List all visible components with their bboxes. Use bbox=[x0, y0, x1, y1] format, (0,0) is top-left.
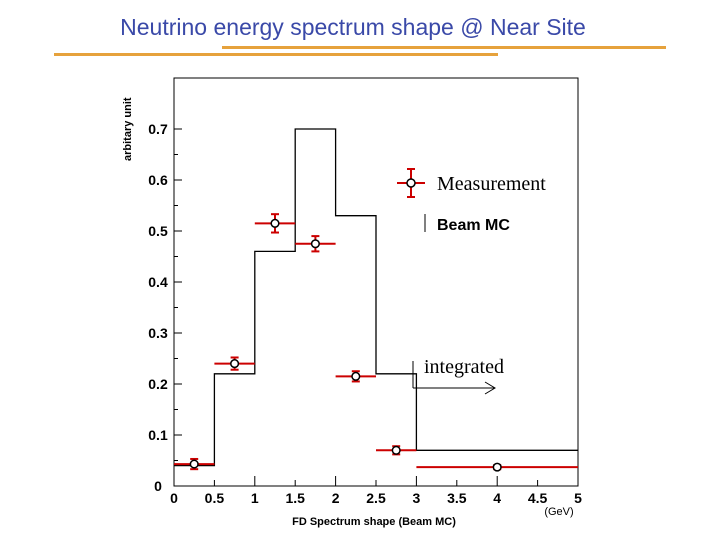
measurement-marker bbox=[189, 459, 199, 469]
y-tick-label: 0.7 bbox=[148, 121, 168, 137]
legend-measurement-marker bbox=[397, 168, 425, 198]
measurement-marker bbox=[391, 445, 401, 455]
measurement-marker bbox=[492, 462, 502, 472]
y-tick-label: 0.2 bbox=[148, 376, 168, 392]
x-tick-label: 4 bbox=[493, 490, 501, 506]
y-axis-ticks: 0 0.1 0.2 0.3 0.4 0.5 0.6 0.7 bbox=[148, 121, 182, 494]
measurement-point bbox=[335, 370, 376, 383]
x-axis-title: FD Spectrum shape (Beam MC) bbox=[292, 516, 456, 528]
title-underline-upper bbox=[222, 46, 666, 49]
measurement-point bbox=[254, 213, 296, 234]
x-tick-label: 2 bbox=[332, 490, 340, 506]
measurement-points bbox=[174, 213, 578, 472]
x-tick-label: 5 bbox=[574, 490, 582, 506]
measurement-marker bbox=[230, 359, 240, 369]
measurement-point bbox=[174, 457, 215, 471]
x-tick-label: 0 bbox=[170, 490, 178, 506]
beam-mc-histogram bbox=[174, 128, 578, 467]
measurement-point bbox=[214, 356, 255, 371]
beam-mc-step-line bbox=[174, 128, 578, 467]
measurement-marker bbox=[270, 218, 280, 228]
y-tick-label: 0.4 bbox=[148, 274, 168, 290]
arrow-right-icon bbox=[484, 381, 496, 395]
x-tick-label: 0.5 bbox=[205, 490, 225, 506]
x-tick-label: 3.5 bbox=[447, 490, 467, 506]
measurement-point bbox=[376, 445, 417, 456]
x-tick-label: 4.5 bbox=[528, 490, 548, 506]
legend-beam-mc-label: Beam MC bbox=[437, 217, 510, 234]
measurement-marker bbox=[310, 239, 320, 249]
y-tick-label: 0.3 bbox=[148, 325, 168, 341]
y-tick-label: 0.6 bbox=[148, 172, 168, 188]
y-tick-label: 0.5 bbox=[148, 223, 168, 239]
x-tick-label: 1 bbox=[251, 490, 259, 506]
integrated-annotation: integrated bbox=[412, 356, 504, 395]
x-axis-ticks: 0 0.5 1 1.5 2 2.5 3 3.5 4 4.5 5 bbox=[170, 476, 582, 506]
y-tick-label: 0 bbox=[154, 478, 162, 494]
x-tick-label: 2.5 bbox=[366, 490, 386, 506]
measurement-point bbox=[416, 462, 578, 472]
x-axis-unit: (GeV) bbox=[544, 506, 573, 518]
integrated-label: integrated bbox=[424, 356, 504, 378]
title-underline-lower bbox=[54, 53, 498, 56]
y-axis-title: arbitary unit bbox=[122, 97, 134, 161]
x-tick-label: 3 bbox=[413, 490, 421, 506]
measurement-point bbox=[295, 235, 336, 253]
x-tick-label: 1.5 bbox=[285, 490, 305, 506]
measurement-marker bbox=[351, 371, 361, 381]
legend-measurement-label: Measurement bbox=[437, 173, 546, 195]
legend: Measurement Beam MC bbox=[397, 168, 546, 234]
y-tick-label: 0.1 bbox=[148, 427, 168, 443]
slide-title: Neutrino energy spectrum shape @ Near Si… bbox=[120, 14, 586, 40]
